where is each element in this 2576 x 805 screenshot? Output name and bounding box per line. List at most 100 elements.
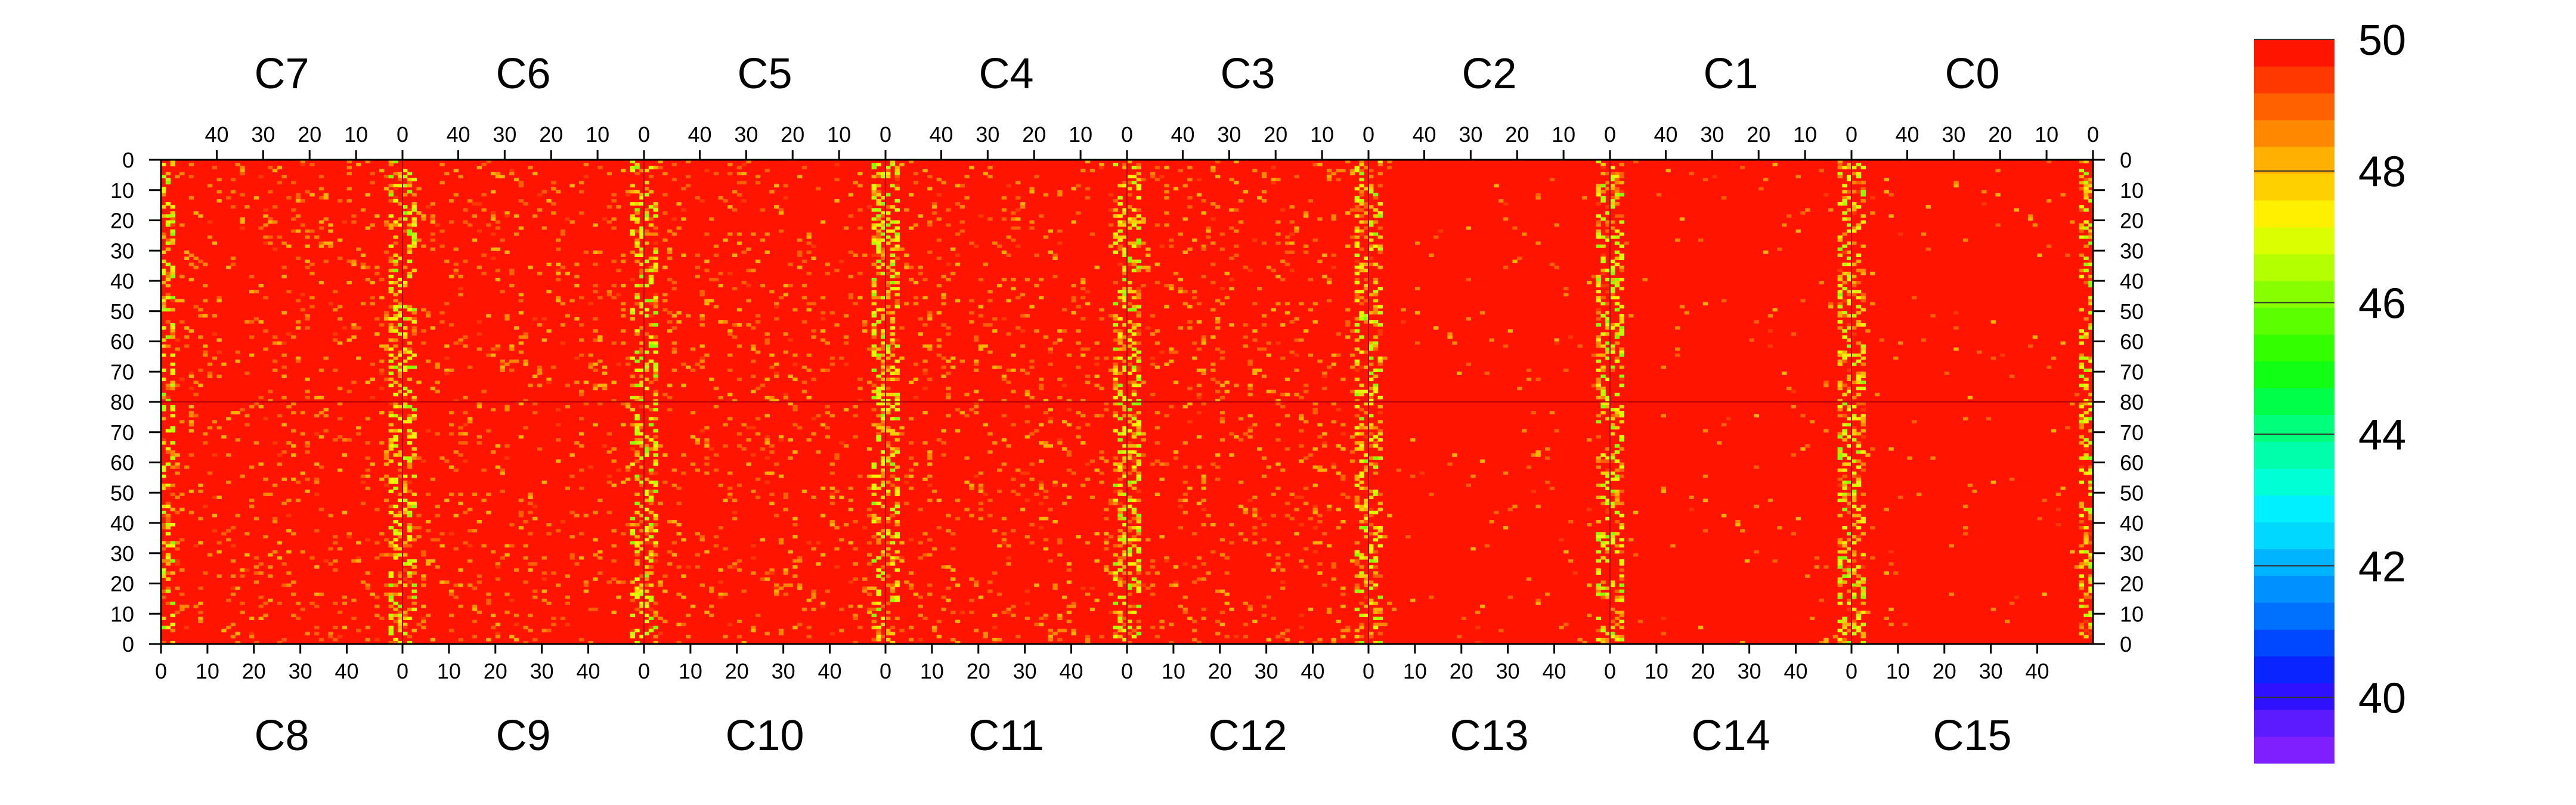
heatmap-cell xyxy=(904,265,909,270)
heatmap-cell xyxy=(1164,559,1169,563)
heatmap-cell xyxy=(625,523,631,527)
heatmap-cell xyxy=(950,637,956,642)
heatmap-cell xyxy=(1215,465,1221,469)
heatmap-cell xyxy=(1280,356,1286,360)
heatmap-cell xyxy=(1336,507,1341,512)
heatmap-cell xyxy=(727,493,733,496)
heatmap-cell xyxy=(360,501,366,506)
heatmap-cell xyxy=(690,347,696,351)
heatmap-cell xyxy=(588,353,593,357)
heatmap-cell xyxy=(1368,398,1374,402)
heatmap-cell xyxy=(1317,541,1323,545)
heatmap-cell xyxy=(393,620,398,624)
heatmap-cell xyxy=(398,223,403,227)
heatmap-cell xyxy=(1373,626,1379,630)
heatmap-cell xyxy=(1354,504,1360,509)
heatmap-cell xyxy=(653,166,658,169)
heatmap-cell xyxy=(871,559,877,563)
heatmap-cell xyxy=(1517,386,1522,391)
heatmap-cell xyxy=(1373,435,1379,439)
heatmap-cell xyxy=(309,193,315,197)
heatmap-cell xyxy=(467,507,473,512)
heatmap-cell xyxy=(240,474,245,478)
heatmap-cell xyxy=(732,510,738,515)
heatmap-cell xyxy=(1122,184,1128,188)
heatmap-cell xyxy=(987,589,993,593)
heatmap-cell xyxy=(1066,408,1072,411)
heatmap-cell xyxy=(1299,496,1304,499)
heatmap-cell xyxy=(207,220,213,224)
heatmap-cell xyxy=(1034,284,1039,287)
heatmap-cell xyxy=(1117,392,1123,397)
heatmap-cell xyxy=(764,250,770,254)
heatmap-cell xyxy=(732,562,738,566)
heatmap-cell xyxy=(1131,535,1137,538)
heatmap-cell xyxy=(1405,535,1411,538)
heatmap-cell xyxy=(866,447,872,451)
heatmap-cell xyxy=(393,414,398,417)
heatmap-cell xyxy=(402,332,408,336)
heatmap-cell xyxy=(453,268,459,273)
heatmap-cell xyxy=(226,453,231,457)
heatmap-cell xyxy=(1219,589,1225,593)
heatmap-cell xyxy=(170,426,175,430)
heatmap-cell xyxy=(992,329,998,333)
heatmap-cell xyxy=(741,163,747,166)
heatmap-cell xyxy=(481,544,487,548)
heatmap-cell xyxy=(876,347,881,351)
heatmap-cell xyxy=(644,571,649,575)
heatmap-cell xyxy=(955,516,961,521)
heatmap-cell xyxy=(1052,274,1058,278)
heatmap-cell xyxy=(179,568,185,572)
heatmap-cell xyxy=(871,208,877,212)
heatmap-cell xyxy=(216,350,222,354)
heatmap-cell xyxy=(1261,190,1267,194)
heatmap-cell xyxy=(1373,441,1379,445)
heatmap-cell xyxy=(444,580,450,584)
heatmap-cell xyxy=(1368,532,1374,535)
heatmap-cell xyxy=(1006,184,1011,188)
heatmap-cell xyxy=(639,302,645,306)
heatmap-cell xyxy=(871,614,877,617)
heatmap-cell xyxy=(528,532,533,535)
heatmap-cell xyxy=(876,516,881,521)
heatmap-cell xyxy=(644,605,649,608)
heatmap-cell xyxy=(1610,290,1615,293)
heatmap-cell xyxy=(1284,262,1290,267)
heatmap-cell xyxy=(1359,178,1364,182)
heatmap-cell xyxy=(634,417,640,421)
heatmap-cell xyxy=(978,347,984,351)
heatmap-cell xyxy=(1131,332,1137,336)
heatmap-cell xyxy=(671,281,677,284)
heatmap-cell xyxy=(1150,356,1156,360)
heatmap-cell xyxy=(467,199,473,203)
heatmap-cell xyxy=(388,383,394,388)
heatmap-cell xyxy=(1359,623,1364,627)
heatmap-cell xyxy=(886,296,891,300)
heatmap-cell xyxy=(1447,335,1453,339)
heatmap-cell xyxy=(1591,353,1597,357)
heatmap-cell xyxy=(1299,640,1304,645)
heatmap-cell xyxy=(936,256,942,261)
heatmap-cell xyxy=(402,395,408,400)
heatmap-cell xyxy=(886,193,891,197)
heatmap-cell xyxy=(969,408,974,411)
heatmap-cell xyxy=(1359,423,1364,427)
heatmap-cell xyxy=(1043,411,1049,414)
heatmap-cell xyxy=(467,583,473,587)
heatmap-cell xyxy=(1354,268,1360,273)
heatmap-cell xyxy=(774,592,779,596)
heatmap-cell xyxy=(922,169,928,172)
heatmap-cell xyxy=(1094,414,1100,417)
heatmap-cell xyxy=(606,450,612,454)
heatmap-cell xyxy=(249,274,255,278)
heatmap-cell xyxy=(639,202,645,206)
heatmap-cell xyxy=(704,268,710,273)
heatmap-cell xyxy=(272,369,278,372)
heatmap-cell xyxy=(1247,435,1253,439)
heatmap-cell xyxy=(634,608,640,611)
heatmap-cell xyxy=(881,456,886,460)
heatmap-cell xyxy=(1219,247,1225,251)
heatmap-cell xyxy=(648,559,654,563)
heatmap-cell xyxy=(973,244,979,248)
